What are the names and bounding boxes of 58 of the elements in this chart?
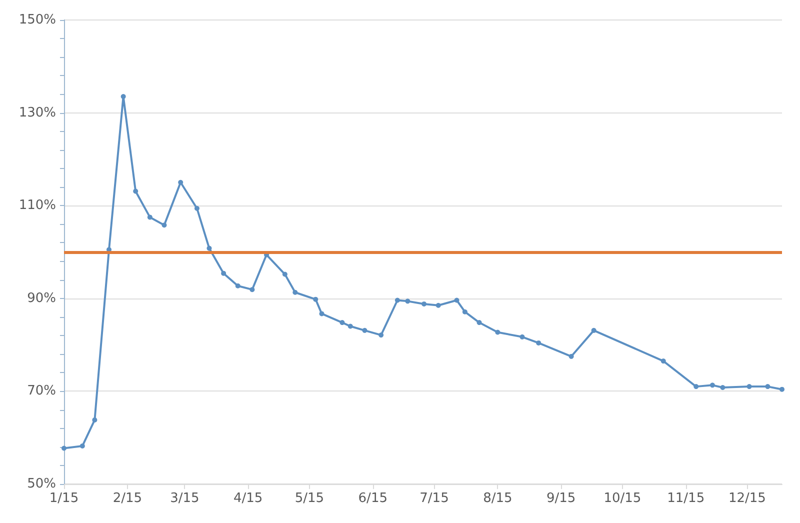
x-tick-label: 11/15 [667,491,705,506]
x-tick-label: 2/15 [112,491,142,506]
y-tick-label: 50% [27,476,56,492]
point [520,334,525,340]
x-tick-label: 12/15 [728,491,766,506]
point [194,206,200,211]
point [454,298,460,303]
point [436,302,441,308]
x-tick-label: 6/15 [358,491,388,506]
point [92,417,98,422]
point [462,309,468,314]
point [147,214,152,220]
point [720,384,726,390]
point [746,384,752,390]
point [591,328,596,333]
x-tick-label: 8/15 [483,491,512,506]
point [319,311,324,316]
point [178,180,184,185]
point [292,290,298,295]
y-tick-label: 70% [27,384,56,399]
y-tick-label: 130% [18,105,56,120]
point [394,298,400,303]
x-tick-label: 5/15 [294,491,324,506]
x-tick-label: 10/15 [604,491,642,506]
point [80,443,85,448]
point [765,384,770,390]
point [206,246,212,251]
point [710,382,715,388]
point [348,324,353,329]
point [780,386,784,392]
point [660,358,666,364]
point [133,188,138,194]
y-tick-label: 110% [18,198,56,214]
point [405,298,410,304]
point [62,446,66,451]
point [340,320,345,326]
x-tick-label: 9/15 [546,491,576,506]
x-tick-label: 7/15 [420,491,449,506]
point [250,287,255,292]
point [536,340,542,346]
point [568,354,574,359]
x-tick-label: 3/15 [170,491,200,506]
point [313,296,318,302]
point [282,272,288,277]
point [694,384,699,390]
point [495,330,500,335]
point [378,332,384,338]
point [235,283,240,288]
point [221,270,226,276]
point [120,94,126,100]
x-tick-label: 4/15 [234,491,263,506]
point [476,320,482,326]
point [422,301,427,306]
point [162,222,167,228]
x-tick-label: 1/15 [49,491,79,506]
y-tick-label: 90% [27,290,56,306]
point [362,328,368,333]
y-tick-label: 150% [18,12,56,28]
